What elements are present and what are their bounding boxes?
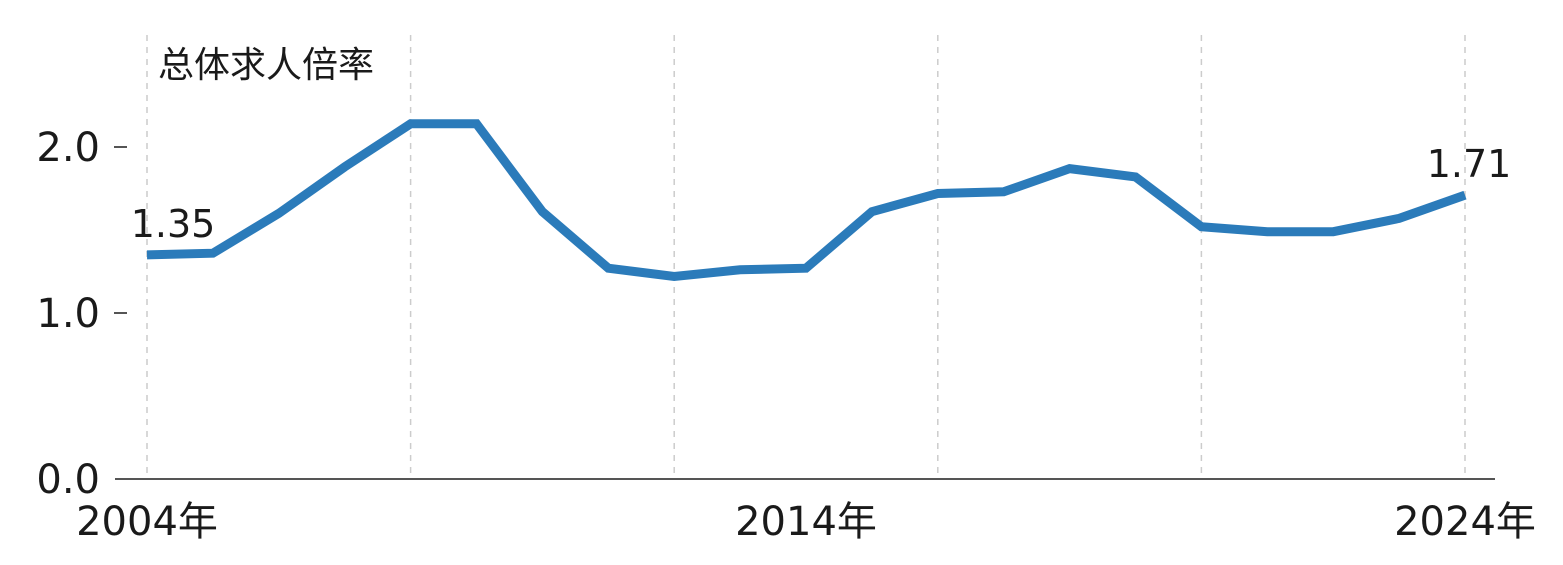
axes: 0.0 1.0 2.0 2004年 2014年 2024年 [36,125,1536,545]
y-axis-label: 总体求人倍率 [158,45,374,86]
y-tick-label: 1.0 [36,291,100,337]
data-label: 1.35 [131,202,216,246]
y-tick-label: 2.0 [36,125,100,171]
series-line [146,119,1467,282]
x-tick-label: 2024年 [1394,499,1536,545]
gridlines [146,35,1466,479]
data-label: 1.71 [1427,142,1512,186]
x-tick-label: 2014年 [735,499,877,545]
series-layer [146,119,1467,282]
x-tick-label: 2004年 [76,499,218,545]
labels: 总体求人倍率 1.35 1.71 [131,45,1512,246]
y-tick-label: 0.0 [36,457,100,503]
